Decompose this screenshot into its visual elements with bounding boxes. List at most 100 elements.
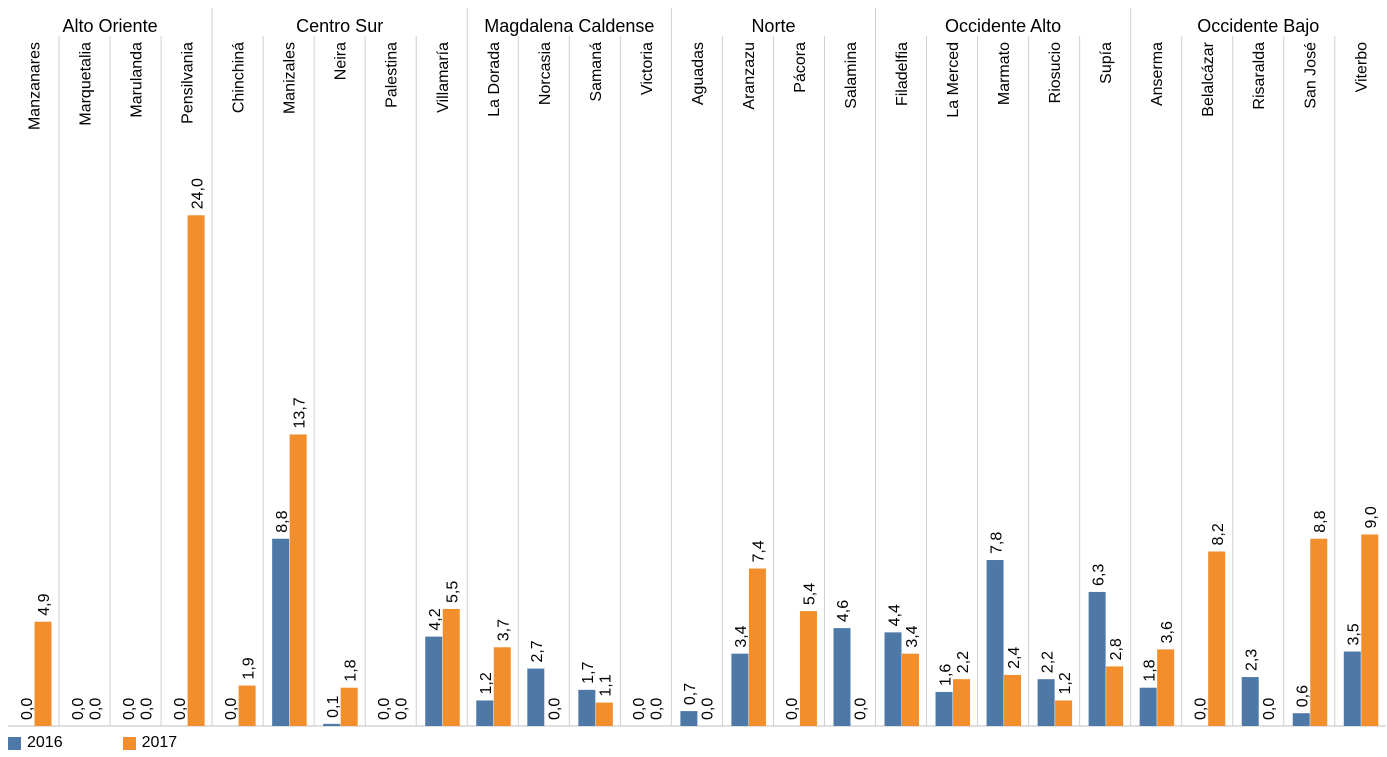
bar-2017 [493, 647, 511, 726]
category-label: Neira [333, 42, 350, 80]
category-label: Victoria [639, 42, 656, 95]
category-label: Aguadas [690, 42, 707, 105]
data-label-2016: 0,0 [121, 698, 138, 720]
data-label-2016: 1,6 [937, 664, 954, 686]
category-label: La Merced [945, 42, 962, 118]
bar-2017 [1157, 649, 1175, 726]
data-label-2017: 0,0 [547, 698, 564, 720]
data-label-2017: 1,8 [342, 659, 359, 681]
bar-2016 [833, 628, 851, 726]
bar-2016 [272, 538, 290, 726]
bar-2017 [1055, 700, 1073, 726]
bar-2016 [527, 668, 545, 726]
bar-2016 [680, 711, 698, 726]
bar-2017 [442, 608, 460, 726]
group-header: Occidente Bajo [1197, 16, 1319, 36]
bar-2016 [476, 700, 494, 726]
category-label: Pácora [792, 42, 809, 93]
category-label: Samaná [588, 42, 605, 102]
data-label-2016: 7,8 [988, 532, 1005, 554]
category-label: Marulanda [129, 42, 146, 118]
data-label-2017: 0,0 [1261, 698, 1278, 720]
data-label-2017: 0,0 [87, 698, 104, 720]
bar-2016 [1241, 677, 1259, 726]
data-label-2017: 0,0 [700, 698, 717, 720]
data-label-2016: 3,4 [733, 625, 750, 647]
data-label-2016: 0,0 [19, 698, 36, 720]
bar-2017 [340, 687, 358, 726]
data-label-2016: 0,0 [376, 698, 393, 720]
category-label: La Dorada [486, 42, 503, 117]
category-label: Filadelfia [894, 42, 911, 106]
category-label: Manzanares [27, 42, 44, 130]
data-label-2016: 0,0 [631, 698, 648, 720]
bar-2017 [902, 653, 920, 726]
data-label-2016: 1,2 [478, 672, 495, 694]
data-label-2017: 9,0 [1363, 506, 1380, 528]
bar-2017 [187, 215, 205, 726]
data-label-2017: 2,2 [955, 651, 972, 673]
data-label-2017: 8,2 [1210, 523, 1227, 545]
data-label-2016: 0,7 [682, 683, 699, 705]
bar-2017 [953, 679, 971, 726]
bar-2017 [1106, 666, 1124, 726]
data-label-2016: 2,7 [529, 640, 546, 662]
bar-2016 [986, 560, 1004, 726]
bar-2016 [1292, 713, 1310, 726]
data-label-2017: 1,2 [1057, 672, 1074, 694]
data-label-2017: 13,7 [291, 397, 308, 428]
legend-swatch-2016 [8, 736, 21, 750]
data-label-2017: 4,9 [36, 593, 53, 615]
data-label-2017: 1,1 [598, 674, 615, 696]
data-label-2016: 4,6 [835, 600, 852, 622]
data-label-2016: 2,3 [1243, 649, 1260, 671]
data-label-2017: 7,4 [751, 540, 768, 562]
data-label-2016: 4,4 [886, 604, 903, 626]
bar-2016 [884, 632, 902, 726]
bar-2016 [1088, 591, 1106, 726]
category-label: Supía [1098, 42, 1115, 84]
bar-2016 [731, 653, 749, 726]
data-label-2016: 0,0 [784, 698, 801, 720]
category-label: Pensilvania [180, 42, 197, 124]
category-label: Norcasia [537, 42, 554, 105]
legend: 2016 2017 [8, 734, 177, 752]
data-label-2017: 1,9 [240, 657, 257, 679]
bar-2016 [578, 689, 596, 726]
legend-label-2017: 2017 [141, 734, 178, 751]
legend-item-2016: 2016 [8, 734, 63, 752]
data-label-2016: 4,2 [427, 608, 444, 630]
bar-2016 [935, 691, 953, 726]
bar-2017 [34, 621, 52, 726]
group-header: Norte [751, 16, 795, 36]
category-label: Chinchiná [231, 42, 248, 113]
bar-2016 [323, 723, 341, 726]
data-label-2017: 2,8 [1108, 638, 1125, 660]
group-header: Centro Sur [296, 16, 383, 36]
data-label-2017: 24,0 [189, 178, 206, 209]
data-label-2017: 0,0 [393, 698, 410, 720]
legend-swatch-2017 [122, 736, 136, 750]
category-label: Salamina [843, 42, 860, 109]
data-label-2017: 0,0 [649, 698, 666, 720]
category-label: Viterbo [1353, 42, 1370, 93]
bar-2017 [1004, 674, 1022, 726]
category-label: Riosucio [1047, 42, 1064, 103]
data-label-2016: 6,3 [1090, 564, 1107, 586]
category-label: Marmato [996, 42, 1013, 105]
bar-2016 [1343, 651, 1361, 726]
data-label-2017: 2,4 [1006, 647, 1023, 669]
category-label: Marquetalia [78, 42, 95, 126]
data-label-2016: 0,1 [325, 696, 342, 718]
data-label-2017: 3,6 [1159, 621, 1176, 643]
data-label-2016: 2,2 [1039, 651, 1056, 673]
bar-2016 [1139, 687, 1157, 726]
data-label-2017: 3,4 [904, 625, 921, 647]
category-label: Aranzazu [741, 42, 758, 110]
category-label: Anserma [1149, 42, 1166, 106]
group-header: Occidente Alto [945, 16, 1061, 36]
data-label-2016: 0,0 [172, 698, 189, 720]
data-label-2016: 0,0 [1192, 698, 1209, 720]
